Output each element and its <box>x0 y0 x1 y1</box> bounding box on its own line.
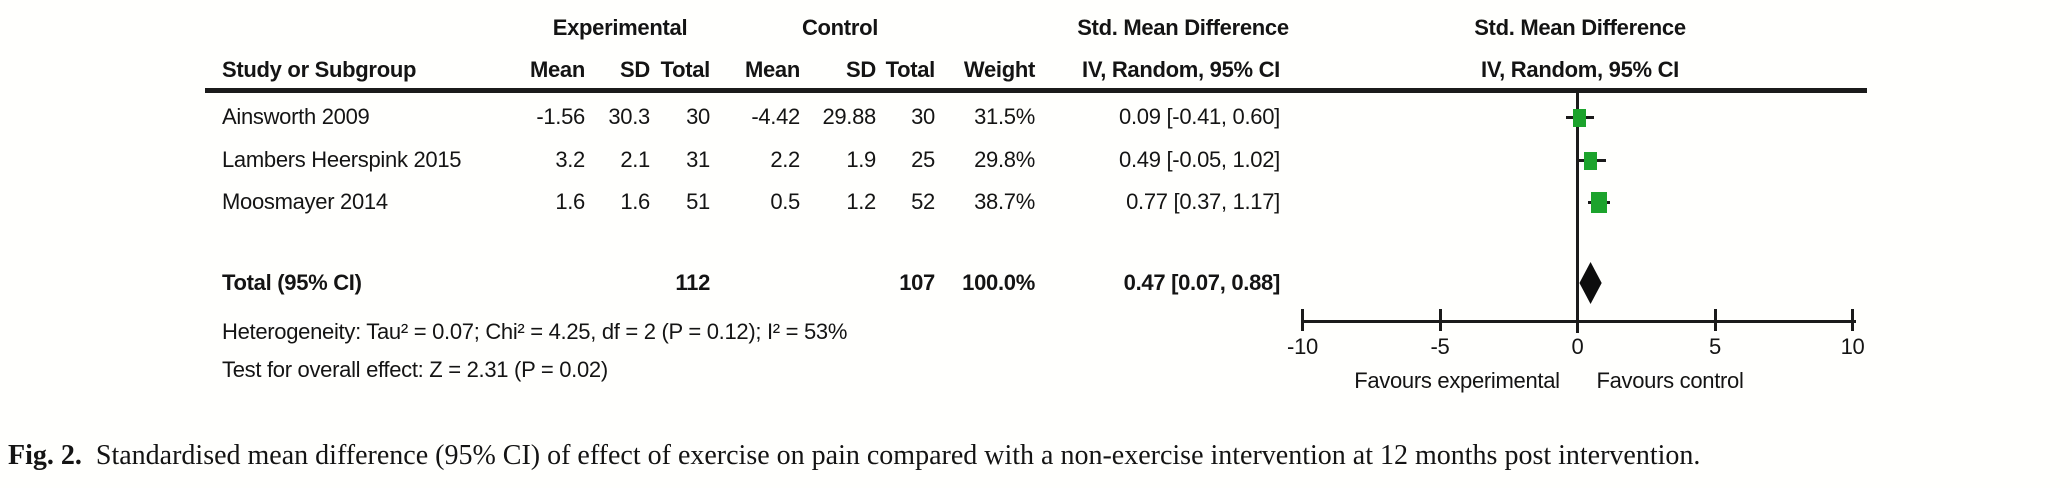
group-header-experimental: Experimental <box>552 15 688 40</box>
col-header-iv-plot: IV, Random, 95% CI <box>1481 57 1679 82</box>
mean-exp-value: 1.6 <box>555 189 585 214</box>
col-header-study: Study or Subgroup <box>222 57 417 82</box>
group-header-smd-text: Std. Mean Difference <box>1077 15 1289 40</box>
total-ctrl-value: 52 <box>911 189 935 214</box>
favours-left-label: Favours experimental <box>1354 368 1560 393</box>
heterogeneity-text: Heterogeneity: Tau² = 0.07; Chi² = 4.25,… <box>222 319 848 344</box>
heterogeneity-line: Heterogeneity: Tau² = 0.07; Chi² = 4.25,… <box>0 318 2072 348</box>
column-header-row: Study or Subgroup Mean SD Total Mean SD … <box>0 56 2072 86</box>
header-rule <box>205 88 1867 93</box>
group-header-smd-plot: Std. Mean Difference <box>1474 15 1686 40</box>
group-header-control: Control <box>801 15 879 40</box>
mean-ctrl-value: -4.42 <box>751 104 800 129</box>
sd-ctrl-value: 29.88 <box>822 104 876 129</box>
total-ctrl-value: 30 <box>911 104 935 129</box>
table-row: Lambers Heerspink 2015 3.2 2.1 31 2.2 1.… <box>0 146 2072 176</box>
mean-exp-value: 3.2 <box>555 147 585 172</box>
total-exp-sum: 112 <box>675 270 710 295</box>
axis-tick <box>1851 309 1854 331</box>
total-exp-value: 51 <box>686 189 710 214</box>
total-exp-value: 31 <box>686 147 710 172</box>
axis-tick <box>1438 309 1442 331</box>
col-header-weight: Weight <box>963 57 1035 82</box>
total-ci: 0.47 [0.07, 0.88] <box>1123 270 1281 295</box>
ci-value: 0.77 [0.37, 1.17] <box>1126 189 1280 214</box>
overall-effect-line: Test for overall effect: Z = 2.31 (P = 0… <box>0 356 2072 386</box>
col-header-total-exp: Total <box>660 57 711 82</box>
study-point-marker <box>1573 108 1587 127</box>
study-point-marker <box>1584 151 1598 170</box>
total-ctrl-value: 25 <box>911 147 935 172</box>
axis-tick-label: 10 <box>1840 334 1865 359</box>
total-exp-value: 30 <box>686 104 710 129</box>
group-header-row: Experimental Control Std. Mean Differenc… <box>0 14 2072 44</box>
ci-value: 0.09 [-0.41, 0.60] <box>1119 104 1280 129</box>
mean-ctrl-value: 0.5 <box>770 189 800 214</box>
study-label: Moosmayer 2014 <box>222 189 388 214</box>
overall-effect-text: Test for overall effect: Z = 2.31 (P = 0… <box>222 357 608 382</box>
sd-ctrl-value: 1.9 <box>846 147 876 172</box>
table-row: Ainsworth 2009 -1.56 30.3 30 -4.42 29.88… <box>0 103 2072 133</box>
col-header-sd-exp: SD <box>620 57 650 82</box>
favours-right-label: Favours control <box>1596 368 1744 393</box>
col-header-mean-exp: Mean <box>529 57 585 82</box>
study-label: Lambers Heerspink 2015 <box>222 147 462 172</box>
zero-reference-line <box>1576 92 1579 333</box>
sd-exp-value: 1.6 <box>620 189 650 214</box>
ci-value: 0.49 [-0.05, 1.02] <box>1119 147 1280 172</box>
study-point-marker <box>1590 192 1607 213</box>
weight-value: 38.7% <box>974 189 1035 214</box>
axis-tick <box>1576 309 1579 331</box>
weight-value: 31.5% <box>974 104 1035 129</box>
axis-tick <box>1713 309 1717 331</box>
total-label: Total (95% CI) <box>222 270 362 295</box>
sd-ctrl-value: 1.2 <box>846 189 876 214</box>
total-ctrl-sum: 107 <box>899 270 935 295</box>
axis-tick-label: 0 <box>1571 334 1584 359</box>
axis-tick-label: -5 <box>1430 334 1450 359</box>
col-header-sd-ctrl: SD <box>846 57 876 82</box>
figure-caption: Fig. 2. Standardised mean difference (95%… <box>8 440 2068 472</box>
study-label: Ainsworth 2009 <box>222 104 370 129</box>
weight-value: 29.8% <box>974 147 1035 172</box>
col-header-total-ctrl: Total <box>885 57 936 82</box>
col-header-mean-ctrl: Mean <box>744 57 800 82</box>
mean-ctrl-value: 2.2 <box>770 147 800 172</box>
pooled-diamond <box>1579 262 1602 304</box>
figure-caption-text: Standardised mean difference (95% CI) of… <box>95 440 1701 471</box>
axis-tick-label: 5 <box>1709 334 1721 359</box>
sd-exp-value: 2.1 <box>620 147 650 172</box>
mean-exp-value: -1.56 <box>536 104 585 129</box>
x-axis-line <box>1303 320 1856 323</box>
col-header-iv-text: IV, Random, 95% CI <box>1082 57 1280 82</box>
total-weight: 100.0% <box>962 270 1035 295</box>
total-row: Total (95% CI) 112 107 100.0% 0.47 [0.07… <box>0 269 2072 299</box>
table-row: Moosmayer 2014 1.6 1.6 51 0.5 1.2 52 38.… <box>0 188 2072 218</box>
figure-number-label: Fig. 2. <box>8 440 82 471</box>
axis-tick <box>1301 309 1304 331</box>
sd-exp-value: 30.3 <box>608 104 650 129</box>
axis-tick-label: -10 <box>1287 334 1318 359</box>
